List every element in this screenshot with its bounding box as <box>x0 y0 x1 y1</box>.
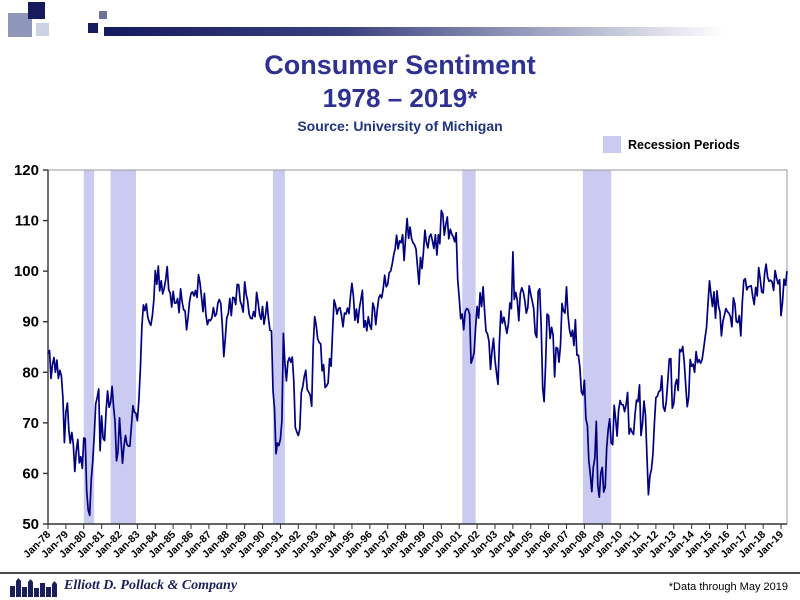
y-tick-label: 90 <box>22 314 39 331</box>
decoration-square-light <box>36 23 49 36</box>
chart-title: Consumer Sentiment <box>264 50 536 80</box>
chart-title-years: 1978 – 2019* <box>322 83 478 113</box>
legend-label: Recession Periods <box>628 137 740 152</box>
company-logo-icon <box>10 578 57 597</box>
recession-swatch <box>603 136 621 153</box>
y-tick-label: 110 <box>15 213 39 230</box>
decoration-square-small-slate <box>99 11 107 19</box>
decoration-square-navy <box>28 2 45 19</box>
y-tick-label: 100 <box>14 263 39 280</box>
decoration-square-small-navy <box>88 23 98 33</box>
data-note: *Data through May 2019 <box>668 581 788 593</box>
y-tick-label: 70 <box>22 415 39 432</box>
footer-divider <box>0 572 800 574</box>
company-name: Elliott D. Pollack & Company <box>64 578 238 593</box>
y-tick-label: 120 <box>14 162 39 179</box>
y-tick-label: 50 <box>22 516 39 533</box>
legend: Recession Periods <box>603 136 740 153</box>
plot-border <box>47 169 788 525</box>
recession-band <box>462 170 476 524</box>
recession-band <box>83 170 95 524</box>
decoration-gradient-bar <box>104 27 794 36</box>
sentiment-line <box>47 209 788 517</box>
chart-source: Source: University of Michigan <box>297 118 503 134</box>
recession-band <box>272 170 285 524</box>
recession-band <box>110 170 136 524</box>
y-tick-label: 60 <box>22 465 39 482</box>
title-block: Consumer Sentiment 1978 – 2019* Source: … <box>0 50 800 134</box>
y-tick-label: 80 <box>22 364 39 381</box>
